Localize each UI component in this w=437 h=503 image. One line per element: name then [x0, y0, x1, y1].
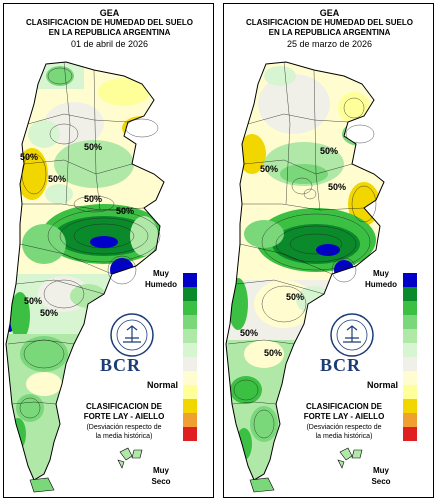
map-date: 01 de abril de 2026	[70, 39, 149, 49]
legend-normal-label: Normal	[367, 380, 399, 390]
legend-normal-label: Normal	[147, 380, 179, 390]
contour-label: 50%	[328, 182, 346, 192]
contour-label: 50%	[24, 296, 42, 306]
legend-swatch	[403, 315, 417, 329]
legend-swatch	[403, 273, 417, 287]
header-title-1: CLASIFICACION DE HUMEDAD DEL SUELO	[246, 18, 413, 27]
argentina-soil-moisture-map: 50% 50% 50% 50% 50% 50% 50%	[5, 61, 165, 493]
contour-label: 50%	[40, 308, 58, 318]
contour-label: 50%	[20, 152, 38, 162]
legend-dry-label-1: Muy	[153, 466, 169, 475]
header-title-2: EN LA REPUBLICA ARGENTINA	[48, 28, 171, 37]
brand-name: BCR	[100, 355, 142, 375]
legend-swatch	[183, 273, 197, 287]
description-line-2: la media histórica)	[315, 433, 373, 440]
color-scale-legend	[403, 273, 417, 441]
description-line-1: (Desviación respecto de	[306, 424, 382, 431]
legend-dry-label-1: Muy	[373, 466, 389, 475]
legend-wet-label-2: Humedo	[365, 280, 397, 289]
legend-swatch	[183, 343, 197, 357]
map-panel-left: GEA CLASIFICACION DE HUMEDAD DEL SUELO E…	[3, 3, 214, 498]
legend-dry-label-2: Seco	[371, 477, 391, 486]
legend-swatch	[183, 385, 197, 399]
legend-swatch	[183, 315, 197, 329]
legend-swatch	[403, 357, 417, 371]
contour-labels: 50% 50% 50% 50% 50% 50%	[240, 146, 346, 358]
contour-label: 50%	[240, 328, 258, 338]
argentina-soil-moisture-map: 50% 50% 50% 50% 50% 50%	[225, 61, 385, 493]
contour-label: 50%	[48, 174, 66, 184]
classification-title: CLASIFICACION DE FORTE LAY - AIELLO	[70, 402, 178, 422]
classification-line-2: FORTE LAY - AIELLO	[303, 412, 385, 421]
header-title-1: CLASIFICACION DE HUMEDAD DEL SUELO	[26, 18, 193, 27]
contour-label: 50%	[116, 206, 134, 216]
description-line-2: la media histórica)	[95, 433, 153, 440]
legend-swatch	[403, 301, 417, 315]
classification-title: CLASIFICACION DE FORTE LAY - AIELLO	[290, 402, 398, 422]
description-line-1: (Desviación respecto de	[86, 424, 162, 431]
legend-swatch	[183, 329, 197, 343]
classification-line-2: FORTE LAY - AIELLO	[83, 412, 165, 421]
contour-label: 50%	[84, 142, 102, 152]
contour-label: 50%	[286, 292, 304, 302]
legend-swatch	[183, 357, 197, 371]
classification-description: (Desviación respecto de la media históri…	[290, 423, 398, 441]
legend-swatch	[403, 329, 417, 343]
header-title-2: EN LA REPUBLICA ARGENTINA	[268, 28, 391, 37]
islands	[337, 447, 363, 469]
legend-swatch	[183, 371, 197, 385]
bcr-logo	[110, 313, 154, 357]
classification-line-1: CLASIFICACION DE	[306, 402, 382, 411]
legend-swatch	[183, 399, 197, 413]
legend-swatch	[403, 399, 417, 413]
contour-label: 50%	[264, 348, 282, 358]
legend-swatch	[403, 385, 417, 399]
legend-swatch	[183, 301, 197, 315]
legend-swatch	[403, 371, 417, 385]
legend-swatch	[403, 287, 417, 301]
contour-label: 50%	[84, 194, 102, 204]
legend-swatch	[403, 413, 417, 427]
color-scale-legend	[183, 273, 197, 441]
legend-wet-label-1: Muy	[153, 269, 169, 278]
legend-swatch	[183, 413, 197, 427]
contour-label: 50%	[320, 146, 338, 156]
legend-wet-label-2: Humedo	[145, 280, 177, 289]
map-date: 25 de marzo de 2026	[286, 39, 373, 49]
bcr-logo	[330, 313, 374, 357]
legend-swatch	[403, 427, 417, 441]
classification-description: (Desviación respecto de la media históri…	[70, 423, 178, 441]
contour-label: 50%	[260, 164, 278, 174]
header-org: GEA	[319, 8, 340, 18]
legend-swatch	[183, 287, 197, 301]
classification-line-1: CLASIFICACION DE	[86, 402, 162, 411]
map-panel-right: GEA CLASIFICACION DE HUMEDAD DEL SUELO E…	[223, 3, 434, 498]
brand-name: BCR	[320, 355, 362, 375]
islands	[117, 447, 143, 469]
contour-labels: 50% 50% 50% 50% 50% 50% 50%	[20, 142, 134, 318]
header-org: GEA	[99, 8, 120, 18]
legend-swatch	[403, 343, 417, 357]
legend-swatch	[183, 427, 197, 441]
legend-dry-label-2: Seco	[151, 477, 171, 486]
legend-wet-label-1: Muy	[373, 269, 389, 278]
